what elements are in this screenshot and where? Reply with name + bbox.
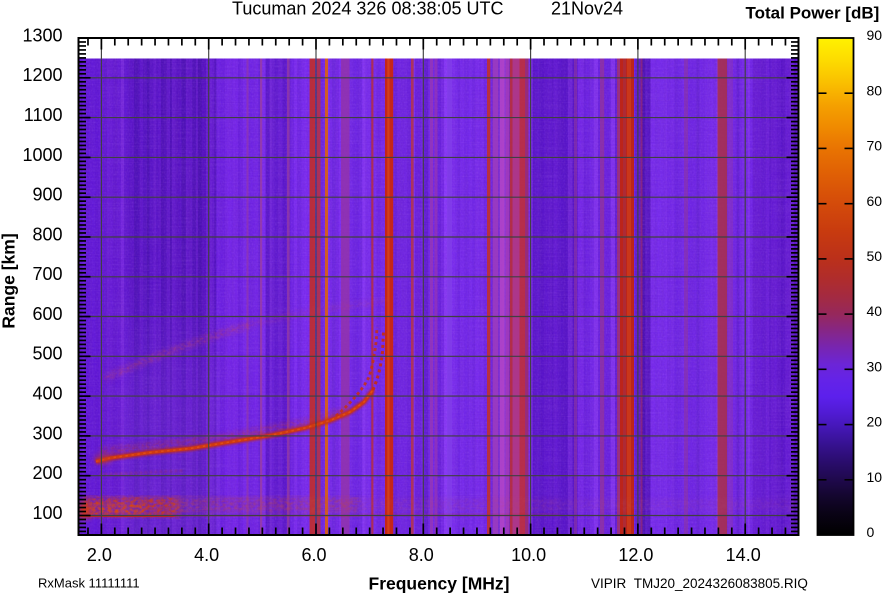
svg-text:RxMask 11111111: RxMask 11111111 bbox=[38, 576, 140, 591]
svg-text:10: 10 bbox=[867, 469, 883, 485]
svg-text:21Nov24: 21Nov24 bbox=[551, 0, 623, 18]
svg-text:90: 90 bbox=[867, 27, 883, 43]
svg-text:700: 700 bbox=[32, 264, 62, 284]
svg-text:Total Power [dB]: Total Power [dB] bbox=[746, 4, 880, 23]
svg-text:30: 30 bbox=[867, 358, 883, 374]
svg-text:400: 400 bbox=[32, 384, 62, 404]
svg-text:Range [km]: Range [km] bbox=[0, 233, 19, 328]
svg-text:200: 200 bbox=[32, 463, 62, 483]
svg-text:300: 300 bbox=[32, 423, 62, 443]
svg-text:40: 40 bbox=[867, 303, 883, 319]
svg-text:800: 800 bbox=[32, 224, 62, 244]
svg-text:60: 60 bbox=[867, 193, 883, 209]
svg-text:80: 80 bbox=[867, 82, 883, 98]
svg-text:4.0: 4.0 bbox=[194, 545, 219, 565]
svg-text:100: 100 bbox=[32, 503, 62, 523]
svg-text:600: 600 bbox=[32, 304, 62, 324]
svg-text:50: 50 bbox=[867, 248, 883, 264]
svg-text:1200: 1200 bbox=[22, 65, 62, 85]
svg-text:1300: 1300 bbox=[22, 25, 62, 45]
svg-text:14.0: 14.0 bbox=[726, 545, 761, 565]
svg-text:8.0: 8.0 bbox=[409, 545, 434, 565]
svg-text:12.0: 12.0 bbox=[618, 545, 653, 565]
svg-text:Frequency [MHz]: Frequency [MHz] bbox=[369, 574, 510, 594]
svg-text:VIPIR TMJ20_2024326083805.RIQ: VIPIR TMJ20_2024326083805.RIQ bbox=[591, 576, 808, 591]
svg-text:6.0: 6.0 bbox=[301, 545, 326, 565]
svg-text:0: 0 bbox=[867, 524, 875, 540]
svg-text:10.0: 10.0 bbox=[511, 545, 546, 565]
svg-text:70: 70 bbox=[867, 138, 883, 154]
svg-text:2.0: 2.0 bbox=[87, 545, 112, 565]
svg-text:20: 20 bbox=[867, 414, 883, 430]
svg-text:Tucuman 2024 326 08:38:05 UTC: Tucuman 2024 326 08:38:05 UTC bbox=[232, 0, 504, 18]
svg-text:900: 900 bbox=[32, 185, 62, 205]
svg-text:1100: 1100 bbox=[24, 105, 63, 125]
svg-text:1000: 1000 bbox=[22, 145, 62, 165]
svg-text:500: 500 bbox=[32, 344, 62, 364]
